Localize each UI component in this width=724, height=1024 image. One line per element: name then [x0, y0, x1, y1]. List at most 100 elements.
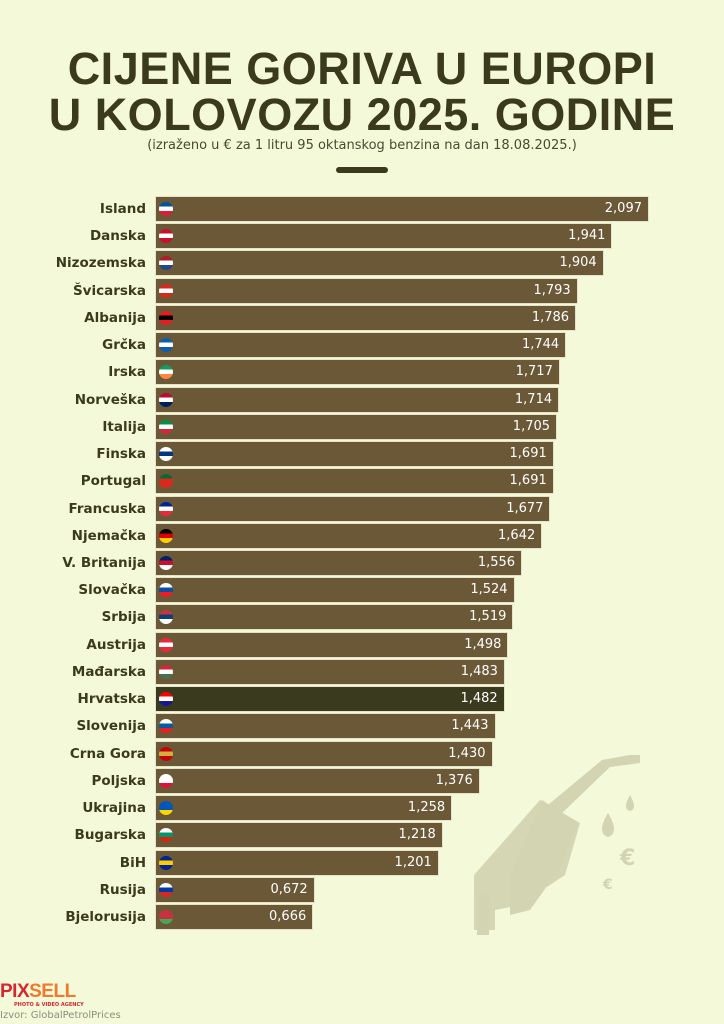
value-label: 1,201 [394, 854, 432, 870]
value-label: 1,691 [509, 473, 547, 489]
category-label: Bugarska [74, 827, 146, 844]
category-label: Italija [102, 418, 146, 435]
value-label: 1,258 [407, 800, 446, 816]
flag-icon [159, 229, 173, 244]
flag-icon [159, 882, 173, 897]
bar: 0,672 [156, 877, 314, 902]
value-label: 1,556 [477, 554, 516, 570]
bar: 1,744 [156, 333, 566, 358]
flag-icon [159, 773, 173, 788]
divider [336, 167, 388, 173]
category-label: Bjelorusija [65, 908, 146, 925]
category-label: V. Britanija [62, 554, 146, 571]
bar: 1,376 [156, 768, 479, 793]
category-label: Irska [108, 364, 146, 381]
category-label: BiH [119, 854, 146, 871]
value-label: 1,482 [460, 691, 498, 707]
logo-tagline: PHOTO & VIDEO AGENCY [14, 1002, 84, 1008]
value-label: 1,443 [451, 718, 489, 734]
flag-icon [159, 719, 173, 734]
category-label: Norveška [74, 391, 146, 408]
bar: 1,556 [156, 550, 522, 575]
category-label: Poljska [91, 772, 146, 789]
bar: 1,786 [156, 305, 576, 330]
flag-icon [159, 474, 173, 489]
title-line-1: CIJENE GORIVA U EUROPI [67, 43, 657, 94]
category-label: Portugal [80, 473, 146, 490]
bar: 1,482 [156, 687, 504, 712]
bar: 1,677 [156, 496, 550, 521]
flag-icon [159, 256, 173, 271]
flag-icon [159, 692, 173, 707]
value-label: 1,691 [509, 446, 547, 462]
category-label: Island [99, 201, 146, 217]
flag-icon [159, 310, 173, 325]
category-label: Ukrajina [82, 800, 146, 817]
bar: 1,717 [156, 360, 559, 385]
category-label: Srbija [101, 609, 146, 626]
category-label: Francuska [68, 500, 146, 517]
value-label: 2,097 [604, 201, 642, 216]
flag-icon [159, 909, 173, 924]
category-label: Finska [96, 446, 146, 463]
value-label: 0,666 [269, 908, 307, 924]
value-label: 1,376 [435, 772, 473, 788]
value-label: 1,786 [531, 309, 570, 325]
value-label: 1,705 [512, 418, 551, 434]
value-label: 1,519 [469, 609, 507, 625]
logo-part-1: PIX [0, 981, 30, 1002]
value-label: 1,677 [506, 500, 544, 516]
fuel-pump-icon: € € [474, 755, 640, 935]
bar: 1,691 [156, 469, 553, 494]
category-label: Hrvatska [77, 691, 146, 708]
value-label: 1,744 [521, 337, 560, 353]
flag-icon [159, 447, 173, 462]
flag-icon [159, 664, 173, 679]
logo-part-2: SELL [29, 981, 76, 1002]
bar: 1,519 [156, 605, 513, 630]
flag-icon [159, 419, 173, 434]
bar: 1,524 [156, 578, 514, 603]
bar: 1,941 [156, 224, 612, 249]
category-label: Danska [89, 228, 146, 245]
bar: 1,201 [156, 850, 438, 875]
value-label: 1,941 [568, 228, 606, 244]
bar: 1,483 [156, 659, 504, 684]
flag-icon [159, 583, 173, 598]
bar: 1,498 [156, 632, 508, 657]
flag-icon [159, 610, 173, 625]
svg-text:€: € [619, 846, 635, 871]
pixsell-logo: PIXSELL [0, 982, 76, 1001]
bar: 1,904 [156, 251, 603, 276]
category-label: Slovačka [78, 582, 146, 599]
category-label: Švicarska [72, 282, 146, 299]
flag-icon [159, 338, 173, 353]
flag-icon [159, 202, 173, 216]
bar: 1,705 [156, 414, 557, 439]
bar: 1,218 [156, 823, 442, 848]
value-label: 1,430 [448, 745, 486, 761]
category-label: Albanija [84, 309, 146, 326]
category-label: Slovenija [76, 718, 146, 735]
title-line-2: U KOLOVOZU 2025. GODINE [48, 89, 676, 140]
category-label: Crna Gora [69, 745, 146, 762]
category-label: Grčka [102, 337, 146, 354]
source-note: Izvor: GlobalPetrolPrices [0, 1010, 121, 1021]
value-label: 1,714 [514, 391, 553, 407]
value-label: 1,218 [398, 827, 436, 843]
value-label: 1,793 [533, 282, 571, 298]
flag-icon [159, 828, 173, 843]
flag-icon [159, 501, 173, 516]
subtitle: (izraženo u € za 1 litru 95 oktanskog be… [147, 138, 577, 153]
value-label: 1,524 [470, 582, 508, 598]
flag-icon [159, 855, 173, 870]
flag-icon [159, 283, 173, 298]
bar: 1,691 [156, 442, 553, 467]
bar: 1,714 [156, 387, 559, 412]
value-label: 1,717 [515, 364, 553, 380]
category-label: Austrija [86, 636, 146, 653]
value-label: 1,642 [498, 527, 536, 543]
flag-icon [159, 392, 173, 407]
category-label: Njemačka [71, 527, 146, 544]
